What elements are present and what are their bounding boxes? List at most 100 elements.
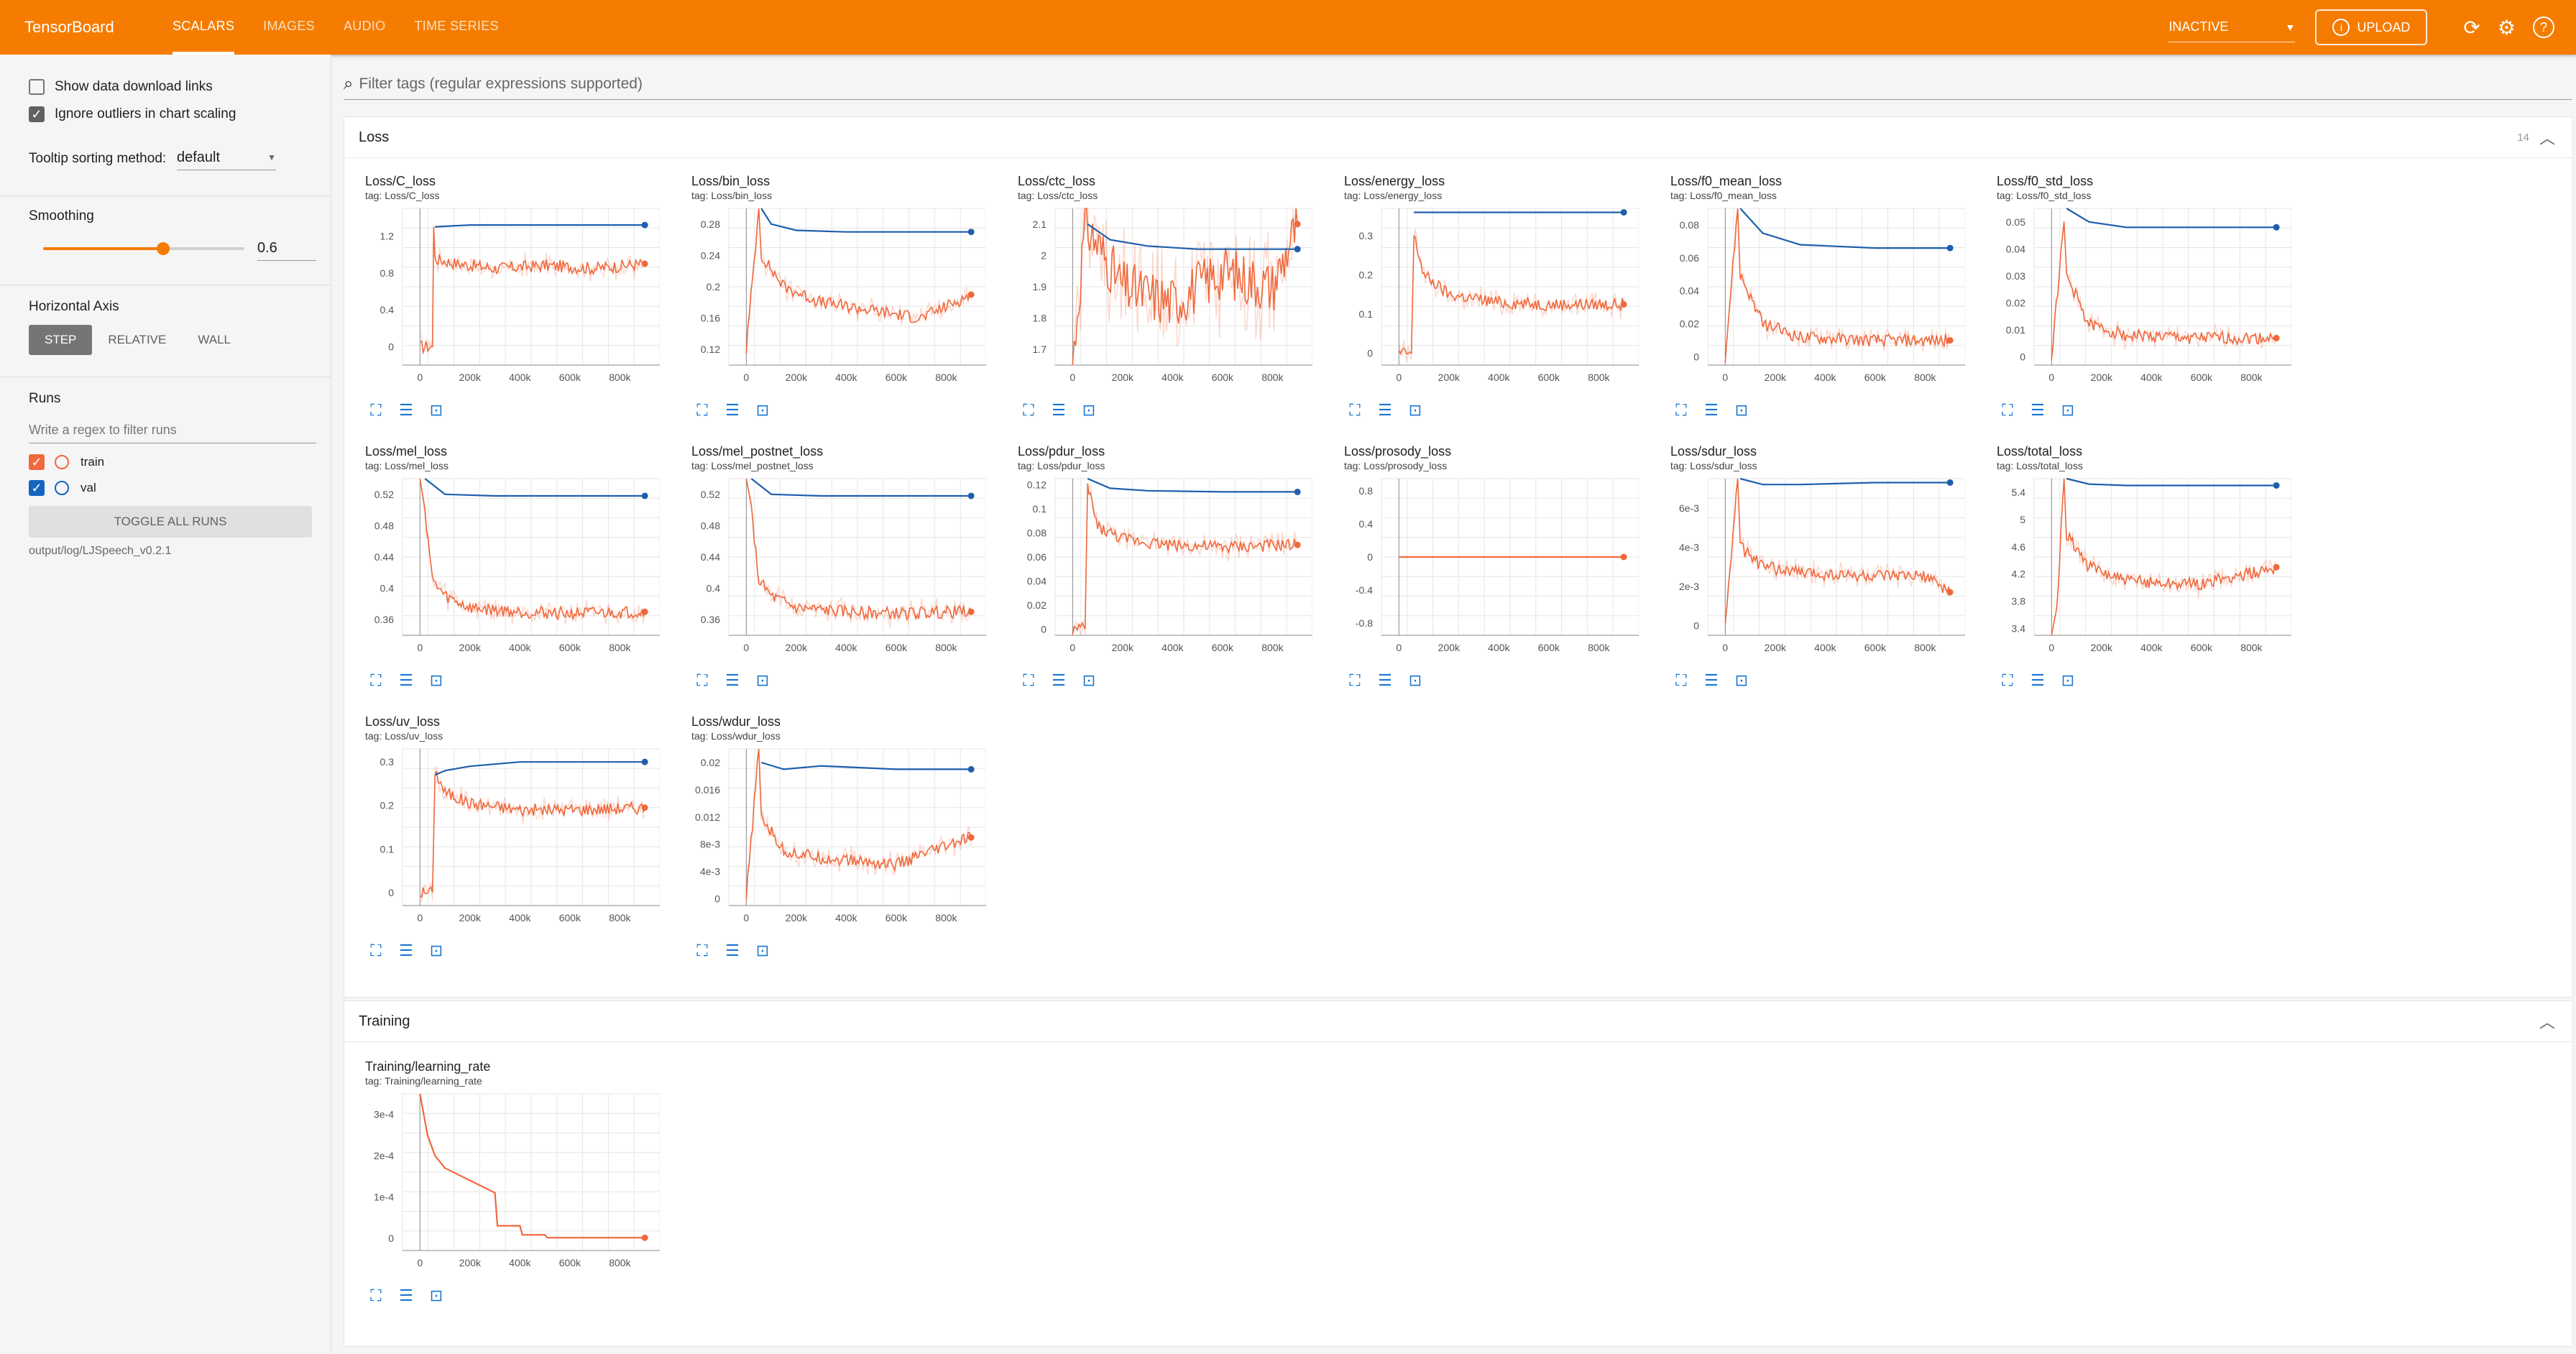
smoothing-slider-knob[interactable] <box>157 242 170 255</box>
fit-domain-icon[interactable]: ⊡ <box>1734 671 1749 689</box>
data-table-icon[interactable]: ☰ <box>1704 671 1719 689</box>
chart-plot[interactable]: 0 200k 400k 600k 800k 3.4 3.8 4.2 4.6 5 5.4 <box>1975 469 2291 670</box>
chart-plot[interactable]: 0 200k 400k 600k 800k 0 0.02 0.04 0.06 0.08 <box>1649 198 1965 400</box>
chart-plot[interactable]: 0 200k 400k 600k 800k 0.12 0.16 0.2 0.24 0.28 <box>670 198 986 400</box>
fullscreen-icon[interactable]: ⛶ <box>696 671 708 689</box>
data-table-icon[interactable]: ☰ <box>1052 671 1066 689</box>
x-tick-label: 600k <box>886 912 908 924</box>
data-table-icon[interactable]: ☰ <box>2030 671 2045 689</box>
fit-domain-icon[interactable]: ⊡ <box>1408 401 1422 419</box>
chart-plot[interactable]: 0 200k 400k 600k 800k 0 0.1 0.2 0.3 <box>344 739 660 940</box>
data-table-icon[interactable]: ☰ <box>2030 401 2045 419</box>
x-tick-label: 600k <box>886 372 908 383</box>
data-table-icon[interactable]: ☰ <box>725 671 740 689</box>
fullscreen-icon[interactable]: ⛶ <box>1675 401 1687 419</box>
chart-plot[interactable]: 0 200k 400k 600k 800k -0.8 -0.4 0 0.4 0.8 <box>1322 469 1639 670</box>
plugin-select[interactable]: INACTIVE ▼ <box>2168 13 2296 42</box>
show-download-checkbox[interactable] <box>29 79 45 95</box>
data-table-icon[interactable]: ☰ <box>1378 671 1392 689</box>
gear-icon[interactable]: ⚙ <box>2497 16 2516 39</box>
chart-plot[interactable]: 0 200k 400k 600k 800k 0 0.1 0.2 0.3 <box>1322 198 1639 400</box>
chevron-up-icon[interactable]: ︿ <box>2539 129 2555 147</box>
fit-domain-icon[interactable]: ⊡ <box>429 671 443 689</box>
upload-button[interactable]: i UPLOAD <box>2315 9 2428 45</box>
runs-filter-input[interactable]: Write a regex to filter runs <box>29 417 316 443</box>
show-download-row[interactable]: Show data download links <box>29 79 213 95</box>
fullscreen-icon[interactable]: ⛶ <box>696 941 708 959</box>
fullscreen-icon[interactable]: ⛶ <box>696 401 708 419</box>
fullscreen-icon[interactable]: ⛶ <box>1349 401 1361 419</box>
ignore-outliers-row[interactable]: ✓ Ignore outliers in chart scaling <box>29 106 236 122</box>
section-loss-header[interactable]: Loss 14 ︿ <box>344 117 2572 158</box>
fit-domain-icon[interactable]: ⊡ <box>755 941 770 959</box>
fit-domain-icon[interactable]: ⊡ <box>1082 401 1096 419</box>
tab-audio[interactable]: AUDIO <box>343 19 386 33</box>
run-val-checkbox[interactable]: ✓ <box>29 480 45 496</box>
chart-plot[interactable]: 0 200k 400k 600k 800k 0 4e-3 8e-3 0.012 0.016 0.02 <box>670 739 986 940</box>
data-table-icon[interactable]: ☰ <box>1052 401 1066 419</box>
fit-domain-icon[interactable]: ⊡ <box>1734 401 1749 419</box>
fit-domain-icon[interactable]: ⊡ <box>755 671 770 689</box>
tab-scalars[interactable]: SCALARS <box>172 0 235 55</box>
chart-plot[interactable]: 0 200k 400k 600k 800k 0 2e-3 4e-3 6e-3 <box>1649 469 1965 670</box>
tab-images[interactable]: IMAGES <box>263 19 315 33</box>
chart-plot[interactable]: 0 200k 400k 600k 800k 0.36 0.4 0.44 0.48 0.52 <box>344 469 660 670</box>
smoothing-input[interactable]: 0.6 <box>257 236 316 261</box>
data-table-icon[interactable]: ☰ <box>1704 401 1719 419</box>
x-tick-label: 400k <box>1488 372 1510 383</box>
fit-domain-icon[interactable]: ⊡ <box>429 1286 443 1304</box>
chart-tag: tag: Loss/uv_loss <box>365 730 443 742</box>
chart-card: Loss/wdur_loss tag: Loss/wdur_loss 0 200k 40… <box>670 710 986 976</box>
ignore-outliers-checkbox[interactable]: ✓ <box>29 106 45 122</box>
section-training-header[interactable]: Training ︿ <box>344 1001 2572 1042</box>
section-loss-count: 14 <box>2517 131 2529 144</box>
fit-domain-icon[interactable]: ⊡ <box>755 401 770 419</box>
x-tick-label: 0 <box>417 912 423 924</box>
fullscreen-icon[interactable]: ⛶ <box>2002 401 2013 419</box>
fullscreen-icon[interactable]: ⛶ <box>370 941 382 959</box>
data-table-icon[interactable]: ☰ <box>399 401 413 419</box>
chart-plot[interactable]: 0 200k 400k 600k 800k 0 1e-4 2e-4 3e-4 <box>344 1084 660 1285</box>
axis-wall-button[interactable]: WALL <box>198 333 231 346</box>
data-table-icon[interactable]: ☰ <box>725 401 740 419</box>
fullscreen-icon[interactable]: ⛶ <box>1675 671 1687 689</box>
fit-domain-icon[interactable]: ⊡ <box>429 941 443 959</box>
data-table-icon[interactable]: ☰ <box>725 941 740 959</box>
fit-domain-icon[interactable]: ⊡ <box>1408 671 1422 689</box>
x-tick-label: 0 <box>743 372 749 383</box>
data-table-icon[interactable]: ☰ <box>399 941 413 959</box>
fit-domain-icon[interactable]: ⊡ <box>2061 671 2075 689</box>
fullscreen-icon[interactable]: ⛶ <box>370 671 382 689</box>
axis-step-button[interactable]: STEP <box>29 325 93 355</box>
fit-domain-icon[interactable]: ⊡ <box>1082 671 1096 689</box>
tag-filter-input[interactable]: ⌕ Filter tags (regular expressions suppo… <box>344 69 2572 100</box>
fullscreen-icon[interactable]: ⛶ <box>1023 671 1034 689</box>
fullscreen-icon[interactable]: ⛶ <box>370 401 382 419</box>
refresh-icon[interactable]: ⟳ <box>2463 16 2480 39</box>
fullscreen-icon[interactable]: ⛶ <box>2002 671 2013 689</box>
fullscreen-icon[interactable]: ⛶ <box>370 1286 382 1304</box>
chart-plot[interactable]: 0 200k 400k 600k 800k 1.7 1.8 1.9 2 2.1 <box>996 198 1312 400</box>
chart-plot[interactable]: 0 200k 400k 600k 800k 0 0.4 0.8 1.2 <box>344 198 660 400</box>
data-table-icon[interactable]: ☰ <box>399 671 413 689</box>
fit-domain-icon[interactable]: ⊡ <box>2061 401 2075 419</box>
run-row-train[interactable]: ✓ train <box>29 454 104 470</box>
run-train-checkbox[interactable]: ✓ <box>29 454 45 470</box>
y-tick-label: 0.36 <box>374 614 394 625</box>
help-icon[interactable]: ? <box>2533 17 2554 38</box>
data-table-icon[interactable]: ☰ <box>399 1286 413 1304</box>
toggle-all-runs-button[interactable]: TOGGLE ALL RUNS <box>29 506 312 538</box>
data-table-icon[interactable]: ☰ <box>1378 401 1392 419</box>
fullscreen-icon[interactable]: ⛶ <box>1023 401 1034 419</box>
fullscreen-icon[interactable]: ⛶ <box>1349 671 1361 689</box>
tooltip-sorting-select[interactable]: default ▼ <box>177 145 276 170</box>
axis-relative-button[interactable]: RELATIVE <box>108 333 167 346</box>
chart-plot[interactable]: 0 200k 400k 600k 800k 0.36 0.4 0.44 0.48 0.52 <box>670 469 986 670</box>
chart-plot[interactable]: 0 200k 400k 600k 800k 0 0.01 0.02 0.03 0.04 0.05 <box>1975 198 2291 400</box>
chevron-up-icon[interactable]: ︿ <box>2539 1013 2555 1031</box>
tab-time-series[interactable]: TIME SERIES <box>414 19 499 33</box>
run-row-val[interactable]: ✓ val <box>29 480 96 496</box>
fit-domain-icon[interactable]: ⊡ <box>429 401 443 419</box>
tag-filter-placeholder: Filter tags (regular expressions support… <box>359 75 643 92</box>
chart-plot[interactable]: 0 200k 400k 600k 800k 0 0.02 0.04 0.06 0.08 0.1 0.1… <box>996 469 1312 670</box>
